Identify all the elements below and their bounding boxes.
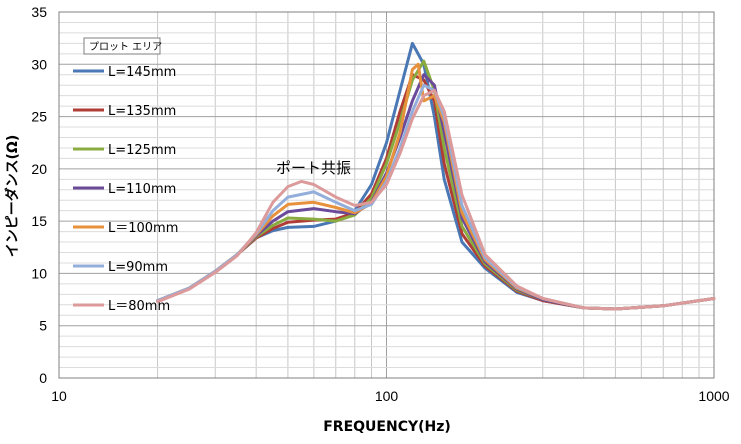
plot-area-tooltip: プロット エリア (83, 37, 162, 55)
y-axis-title: インピーダンス(Ω) (4, 135, 21, 257)
tooltip-text: プロット エリア (89, 41, 162, 53)
series-line-5 (156, 62, 716, 311)
legend-label: L＝80mm (108, 299, 170, 314)
y-tick-label: 20 (31, 161, 47, 177)
y-tick-label: 10 (31, 265, 47, 281)
y-tick-label: 15 (31, 213, 47, 229)
y-tick-label: 35 (31, 4, 47, 20)
legend-label: L＝100mm (108, 221, 178, 236)
legend-label: L=135mm (108, 104, 176, 119)
x-tick-label: 100 (375, 388, 399, 404)
legend-label: L=145mm (108, 65, 176, 80)
legend-label: L=125mm (108, 143, 176, 158)
y-tick-label: 30 (31, 56, 47, 72)
x-axis-title: FREQUENCY(Hz) (323, 419, 451, 435)
legend-label: L=110mm (108, 182, 176, 197)
grid-lines (58, 11, 715, 379)
x-tick-label: 10 (51, 388, 67, 404)
x-axis-ticks: 10 100 1000 (51, 388, 730, 404)
y-axis-ticks: 0 5 10 15 20 25 30 35 (31, 4, 47, 386)
series-line-7 (156, 88, 716, 311)
series-line-1 (156, 41, 716, 311)
y-tick-label: 0 (39, 370, 47, 386)
plot-area (58, 11, 715, 379)
y-tick-label: 5 (39, 318, 47, 334)
legend: L=145mm L=135mm L=125mm L=110mm L＝100mm L=90m… (73, 65, 178, 314)
series-layer (156, 41, 716, 311)
y-tick-label: 25 (31, 109, 47, 125)
legend-label: L=90mm (108, 260, 168, 275)
port-resonance-annotation: ポート共振 (276, 159, 351, 177)
x-tick-label: 1000 (698, 388, 729, 404)
